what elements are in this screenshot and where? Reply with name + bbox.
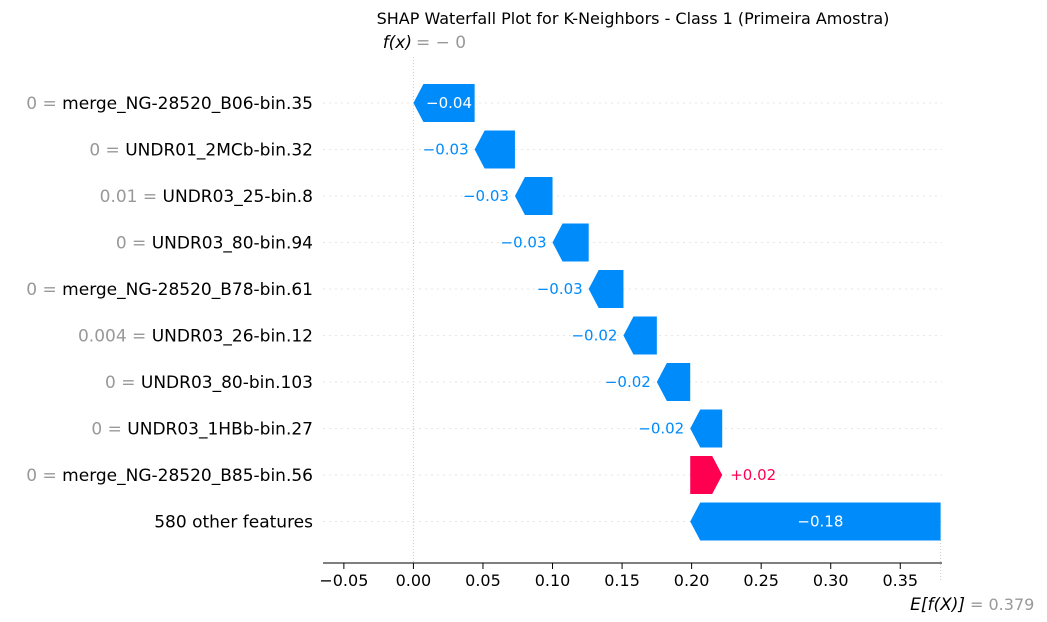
feature-name: merge_NG-28520_B06-bin.35	[62, 94, 313, 114]
feature-row: 0.004 = UNDR03_26-bin.12 −0.02	[78, 316, 942, 355]
x-tick-label: 0.10	[535, 571, 571, 590]
feature-row: 0 = UNDR03_80-bin.103 −0.02	[105, 363, 942, 401]
bar-value-label: −0.03	[537, 280, 583, 298]
feature-row: 0.01 = UNDR03_25-bin.8 −0.03	[100, 177, 942, 215]
feature-value: 0 =	[89, 141, 125, 161]
feature-label: 0 = UNDR01_2MCb-bin.32	[89, 141, 313, 161]
chart-title: SHAP Waterfall Plot for K-Neighbors - Cl…	[377, 9, 890, 28]
feature-name: 580 other features	[154, 513, 313, 533]
negative-shap-bar	[552, 223, 589, 262]
feature-label: 0 = merge_NG-28520_B85-bin.56	[26, 466, 313, 486]
feature-name: UNDR03_80-bin.103	[141, 373, 313, 393]
x-tick-label: 0.35	[882, 571, 918, 590]
x-tick-label: 0.15	[604, 571, 640, 590]
feature-label: 580 other features	[154, 513, 313, 533]
feature-value: 0 =	[26, 280, 62, 300]
fx-label: f(x)	[383, 33, 412, 53]
feature-row: 0 = UNDR01_2MCb-bin.32 −0.03	[89, 130, 942, 169]
bar-value-label: −0.02	[571, 327, 617, 345]
feature-name: UNDR03_26-bin.12	[152, 327, 313, 347]
feature-value: 0 =	[26, 466, 62, 486]
bar-value-label: +0.02	[730, 466, 776, 484]
negative-shap-bar	[690, 502, 941, 541]
feature-row: 0 = UNDR03_1HBb-bin.27 −0.02	[91, 409, 942, 448]
base-value-label: E[f(X)]	[910, 595, 965, 615]
negative-shap-bar	[588, 270, 624, 308]
bar-value-label: −0.03	[463, 187, 509, 205]
feature-name: merge_NG-28520_B85-bin.56	[62, 466, 313, 486]
feature-row: 0 = UNDR03_80-bin.94 −0.03	[116, 223, 942, 262]
negative-shap-bar	[413, 84, 475, 122]
feature-name: merge_NG-28520_B78-bin.61	[62, 280, 313, 300]
x-tick-label: 0.25	[743, 571, 779, 590]
negative-shap-bar	[690, 409, 723, 448]
bar-value-label: −0.18	[797, 513, 843, 531]
negative-shap-bar	[514, 177, 553, 215]
negative-shap-bar	[656, 363, 691, 401]
feature-name: UNDR01_2MCb-bin.32	[125, 141, 313, 161]
feature-value: 0 =	[91, 420, 127, 440]
x-tick-label: 0.00	[396, 571, 432, 590]
bar-value-label: −0.03	[501, 234, 547, 252]
x-tick-label: −0.05	[319, 571, 368, 590]
base-value-annotation: E[f(X)] = 0.379	[910, 595, 1034, 615]
fx-value: = − 0	[416, 33, 466, 53]
negative-shap-bar	[623, 316, 657, 355]
bar-value-label: −0.04	[426, 94, 472, 112]
feature-label: 0 = UNDR03_80-bin.94	[116, 234, 313, 254]
negative-shap-bar	[474, 130, 515, 169]
x-tick-label: 0.05	[465, 571, 501, 590]
base-value-text: = 0.379	[970, 595, 1034, 614]
x-tick-label: 0.30	[813, 571, 849, 590]
feature-label: 0 = UNDR03_1HBb-bin.27	[91, 420, 313, 440]
fx-annotation: f(x) = − 0	[383, 33, 466, 53]
feature-name: UNDR03_80-bin.94	[152, 234, 313, 254]
bar-value-label: −0.02	[638, 420, 684, 438]
feature-label: 0.01 = UNDR03_25-bin.8	[100, 187, 313, 207]
feature-name: UNDR03_1HBb-bin.27	[127, 420, 313, 440]
feature-value: 0 =	[105, 373, 141, 393]
feature-row: 580 other features −0.18	[154, 502, 942, 541]
feature-value: 0 =	[26, 94, 62, 114]
feature-row: 0 = merge_NG-28520_B85-bin.56 +0.02	[26, 456, 942, 494]
feature-label: 0 = merge_NG-28520_B06-bin.35	[26, 94, 313, 114]
bar-value-label: −0.02	[605, 373, 651, 391]
feature-value: 0 =	[116, 234, 152, 254]
feature-label: 0 = merge_NG-28520_B78-bin.61	[26, 280, 313, 300]
bar-value-label: −0.03	[423, 141, 469, 159]
feature-label: 0 = UNDR03_80-bin.103	[105, 373, 313, 393]
feature-row: 0 = merge_NG-28520_B78-bin.61 −0.03	[26, 270, 942, 308]
x-tick-label: 0.20	[674, 571, 710, 590]
feature-row: 0 = merge_NG-28520_B06-bin.35 −0.04	[26, 84, 942, 122]
feature-value: 0.01 =	[100, 187, 163, 207]
positive-shap-bar	[690, 456, 723, 494]
feature-rows: 0 = merge_NG-28520_B06-bin.35 −0.04 0 = UN…	[26, 84, 942, 541]
feature-label: 0.004 = UNDR03_26-bin.12	[78, 327, 313, 347]
feature-value: 0.004 =	[78, 327, 152, 347]
feature-name: UNDR03_25-bin.8	[163, 187, 313, 207]
x-axis-ticks: −0.05 0.00 0.05 0.10 0.15 0.20 0.25 0.30 0.35	[319, 563, 918, 590]
